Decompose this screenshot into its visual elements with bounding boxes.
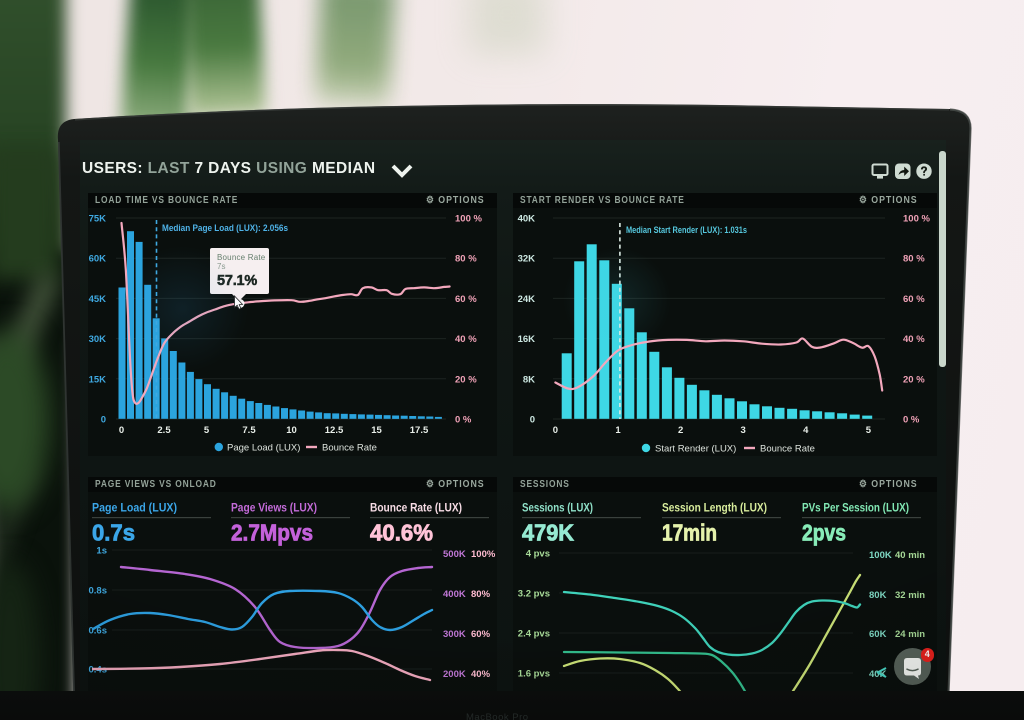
svg-text:24 min: 24 min <box>895 629 925 640</box>
svg-text:80K: 80K <box>869 590 887 601</box>
svg-text:15: 15 <box>371 425 382 436</box>
svg-text:100 %: 100 % <box>455 214 482 225</box>
svg-text:80%: 80% <box>471 589 491 600</box>
svg-text:100%: 100% <box>471 549 496 560</box>
svg-text:500K: 500K <box>443 549 466 560</box>
svg-text:40 %: 40 % <box>455 334 477 345</box>
svg-text:4 pvs: 4 pvs <box>526 549 550 560</box>
svg-text:32K: 32K <box>518 254 536 265</box>
svg-text:0.7s: 0.7s <box>92 520 135 546</box>
svg-text:16K: 16K <box>518 334 536 345</box>
svg-text:0.8s: 0.8s <box>89 586 108 597</box>
svg-text:100 %: 100 % <box>903 214 930 225</box>
svg-text:Sessions (LUX): Sessions (LUX) <box>522 503 593 515</box>
svg-text:0: 0 <box>101 415 106 426</box>
svg-text:60K: 60K <box>89 254 107 265</box>
svg-text:32 min: 32 min <box>895 590 925 601</box>
svg-text:20 %: 20 % <box>455 374 477 385</box>
svg-text:Bounce Rate: Bounce Rate <box>760 444 815 455</box>
svg-text:0 %: 0 % <box>455 415 472 426</box>
svg-text:0 %: 0 % <box>903 415 920 426</box>
svg-text:12.5: 12.5 <box>325 425 344 436</box>
svg-text:17min: 17min <box>662 520 717 546</box>
svg-text:Median Page Load (LUX): 2.056s: Median Page Load (LUX): 2.056s <box>162 223 288 234</box>
svg-text:60 %: 60 % <box>903 294 925 305</box>
svg-text:2: 2 <box>678 425 683 436</box>
svg-text:Page Load (LUX): Page Load (LUX) <box>227 443 300 454</box>
svg-text:1.6 pvs: 1.6 pvs <box>518 669 550 680</box>
svg-text:300K: 300K <box>443 629 466 640</box>
svg-text:2.5: 2.5 <box>157 425 171 436</box>
svg-text:2pvs: 2pvs <box>802 520 846 546</box>
svg-text:1s: 1s <box>96 546 107 557</box>
svg-text:Start Render (LUX): Start Render (LUX) <box>655 444 736 455</box>
svg-text:30K: 30K <box>89 334 107 345</box>
svg-text:Session Length (LUX): Session Length (LUX) <box>662 503 767 515</box>
svg-text:3: 3 <box>741 425 746 436</box>
svg-text:45K: 45K <box>89 294 107 305</box>
svg-text:40%: 40% <box>471 669 491 680</box>
svg-text:20 %: 20 % <box>903 374 925 385</box>
svg-text:60%: 60% <box>471 629 491 640</box>
svg-text:2.4 pvs: 2.4 pvs <box>518 629 550 640</box>
svg-text:Median Start Render (LUX): 1.0: Median Start Render (LUX): 1.031s <box>626 225 747 236</box>
svg-text:40K: 40K <box>518 214 536 225</box>
svg-text:4: 4 <box>803 425 809 436</box>
svg-text:15K: 15K <box>89 374 107 385</box>
svg-text:40.6%: 40.6% <box>370 520 433 546</box>
svg-text:PVs Per Session (LUX): PVs Per Session (LUX) <box>802 503 909 515</box>
svg-text:80 %: 80 % <box>455 254 477 265</box>
svg-text:0.6s: 0.6s <box>89 626 108 637</box>
svg-text:40K: 40K <box>869 669 887 680</box>
svg-text:24K: 24K <box>518 294 536 305</box>
svg-text:0: 0 <box>119 425 124 436</box>
svg-text:5: 5 <box>204 425 210 436</box>
svg-text:40 min: 40 min <box>895 550 925 561</box>
svg-text:200K: 200K <box>443 669 466 680</box>
svg-text:3.2 pvs: 3.2 pvs <box>518 589 550 600</box>
svg-text:2.7Mpvs: 2.7Mpvs <box>231 520 313 546</box>
svg-text:0: 0 <box>530 415 535 426</box>
svg-text:5: 5 <box>866 425 872 436</box>
svg-text:1: 1 <box>615 425 621 436</box>
svg-text:479K: 479K <box>522 520 574 546</box>
svg-text:75K: 75K <box>89 214 107 225</box>
svg-text:17.5: 17.5 <box>410 425 429 436</box>
svg-text:100K: 100K <box>869 550 892 561</box>
svg-text:60K: 60K <box>869 629 887 640</box>
svg-text:10: 10 <box>286 425 297 436</box>
svg-text:Page Load (LUX): Page Load (LUX) <box>92 503 177 515</box>
svg-text:Bounce Rate: Bounce Rate <box>322 443 377 454</box>
svg-text:7.5: 7.5 <box>242 425 256 436</box>
svg-text:8K: 8K <box>523 374 535 385</box>
svg-text:400K: 400K <box>443 589 466 600</box>
svg-text:Bounce Rate (LUX): Bounce Rate (LUX) <box>370 503 462 515</box>
svg-text:0: 0 <box>553 425 558 436</box>
svg-text:60 %: 60 % <box>455 294 477 305</box>
svg-text:80 %: 80 % <box>903 254 925 265</box>
svg-text:Page Views (LUX): Page Views (LUX) <box>231 503 317 515</box>
svg-text:40 %: 40 % <box>903 334 925 345</box>
